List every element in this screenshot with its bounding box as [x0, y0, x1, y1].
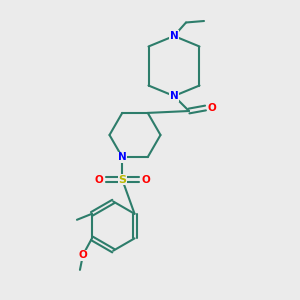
Text: N: N: [169, 31, 178, 41]
Text: S: S: [118, 175, 126, 184]
Text: O: O: [94, 175, 103, 184]
Text: O: O: [141, 175, 150, 184]
Text: O: O: [79, 250, 87, 260]
Text: N: N: [118, 152, 127, 162]
Text: O: O: [207, 103, 216, 113]
Text: N: N: [169, 91, 178, 101]
